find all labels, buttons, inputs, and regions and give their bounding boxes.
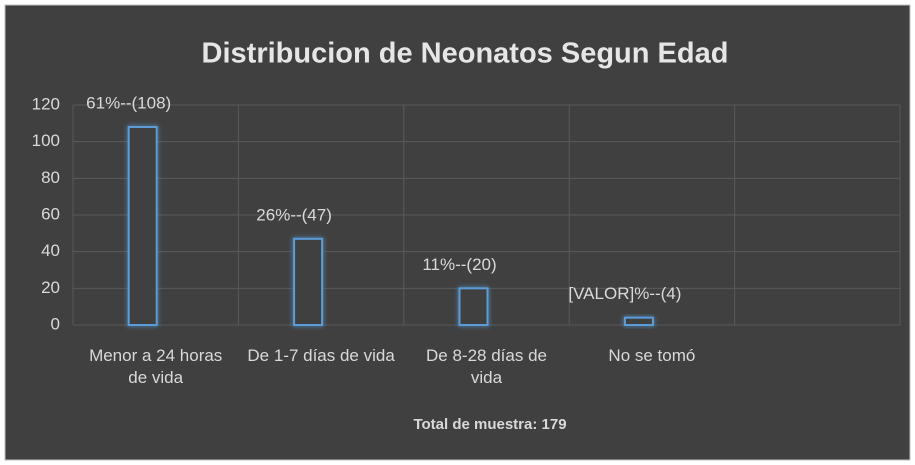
x-axis-title: Total de muestra: 179 [413,416,566,433]
y-tick-label: 60 [41,204,60,223]
y-tick-label: 120 [32,94,60,113]
y-tick-label: 80 [41,168,60,187]
data-label: 26%--(47) [256,205,332,224]
y-tick-label: 0 [51,314,60,333]
y-tick-label: 40 [41,241,60,260]
data-label: 11%--(20) [422,255,496,274]
data-label: [VALOR]%--(4) [568,284,681,303]
bar [293,237,324,326]
x-tick-label: No se tomó [608,346,696,365]
chart-title: Distribucion de Neonatos Segun Edad [202,38,729,70]
x-tick-label: Menor a 24 horas de vida [89,346,223,387]
x-tick-label: De 1-7 días de vida [247,346,395,365]
y-tick-label: 100 [32,131,60,150]
data-label: 61%--(108) [86,93,171,112]
bar [127,126,158,326]
x-tick-label: De 8-28 días de vida [426,346,547,387]
bar [623,316,654,326]
bar [458,287,489,327]
y-tick-label: 20 [41,278,60,297]
